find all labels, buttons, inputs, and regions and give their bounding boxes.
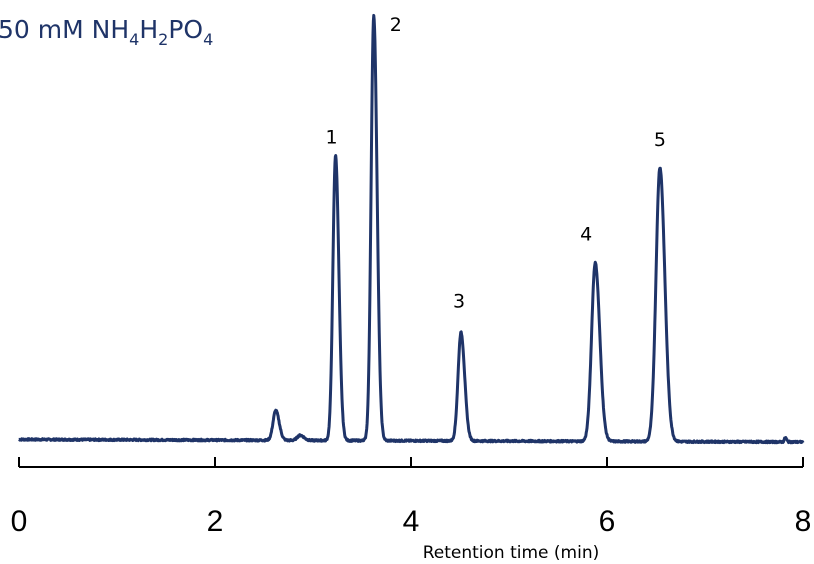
x-tick-label-8: 8	[795, 505, 812, 538]
chart-title: 50 mM NH4H2PO4	[0, 15, 213, 49]
peak-label-2: 2	[390, 14, 402, 36]
x-axis-label: Retention time (min)	[423, 543, 600, 563]
peak-label-3: 3	[453, 291, 465, 313]
title-mid-2: PO	[168, 15, 203, 44]
x-axis-ticks: 0 2 4 6 8	[11, 457, 812, 538]
title-prefix: 50 mM NH	[0, 15, 129, 44]
title-sub-1: 4	[129, 30, 139, 49]
x-tick-label-4: 4	[403, 505, 420, 538]
peak-label-1: 1	[325, 126, 337, 148]
chromatogram-trace	[17, 13, 805, 445]
title-mid-1: H	[139, 15, 158, 44]
peak-labels: 1 2 3 4 5	[325, 14, 665, 313]
x-tick-label-2: 2	[207, 505, 224, 538]
peak-label-5: 5	[654, 129, 666, 151]
title-sub-3: 4	[203, 30, 213, 49]
title-sub-2: 2	[158, 30, 168, 49]
x-tick-label-0: 0	[11, 505, 28, 538]
x-tick-label-6: 6	[599, 505, 616, 538]
peak-label-4: 4	[580, 224, 592, 246]
